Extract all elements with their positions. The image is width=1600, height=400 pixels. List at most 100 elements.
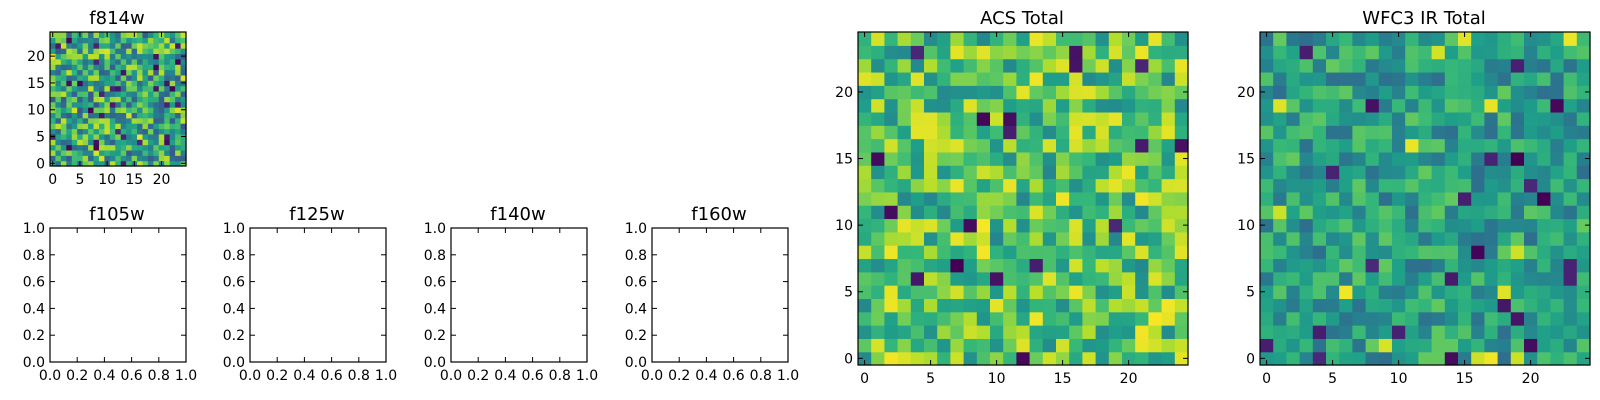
heatmap-cell	[137, 37, 144, 44]
heatmap-cell	[910, 271, 925, 286]
heatmap-cell	[131, 48, 138, 55]
heatmap-cell	[1135, 338, 1149, 353]
heatmap-cell	[1148, 338, 1163, 353]
heatmap-cell	[1444, 138, 1459, 153]
heatmap-cell	[104, 128, 111, 135]
heatmap-cell	[55, 58, 62, 65]
heatmap-cell	[1339, 218, 1353, 233]
heatmap-cell	[1095, 125, 1110, 140]
heatmap-cell	[1174, 71, 1189, 86]
heatmap-cell	[137, 101, 144, 108]
heatmap-cell	[858, 32, 872, 46]
heatmap-cell	[77, 80, 84, 87]
heatmap-cell	[115, 144, 122, 151]
heatmap-cell	[169, 128, 176, 135]
heatmap-cell	[884, 298, 899, 313]
heatmap-cell	[924, 298, 938, 313]
heatmap-cell	[175, 32, 182, 38]
heatmap-cell	[50, 101, 57, 108]
heatmap-cell	[910, 85, 925, 100]
heatmap-cell	[1497, 98, 1512, 113]
heatmap-cell	[88, 112, 95, 119]
heatmap-cell	[1122, 98, 1136, 113]
heatmap-cell	[82, 85, 89, 92]
heatmap-cell	[1286, 85, 1301, 100]
heatmap-cell	[924, 58, 938, 73]
heatmap-cell	[71, 74, 78, 81]
heatmap-cell	[1108, 111, 1123, 126]
heatmap-cell	[142, 96, 149, 103]
heatmap-cell	[158, 37, 165, 44]
heatmap-cell	[147, 48, 154, 55]
heatmap-cell	[77, 133, 84, 140]
heatmap-cell	[1161, 298, 1176, 313]
heatmap-cell	[1042, 245, 1057, 260]
heatmap-cell	[858, 351, 872, 366]
heatmap-cell	[1299, 311, 1314, 326]
heatmap-cell	[1352, 191, 1367, 206]
heatmap-cell	[175, 74, 182, 81]
heatmap-cell	[71, 101, 78, 108]
heatmap-cell	[180, 112, 187, 119]
heatmap-cell	[164, 149, 171, 156]
heatmap-cell	[1286, 71, 1301, 86]
heatmap-cell	[897, 138, 912, 153]
heatmap-cell	[158, 64, 165, 71]
heatmap-cell	[1392, 205, 1406, 220]
y-tick-label: 10	[27, 103, 45, 119]
heatmap-cell	[1471, 231, 1485, 246]
heatmap-cell	[175, 144, 182, 151]
heatmap-cell	[1095, 205, 1110, 220]
heatmap-cell	[164, 74, 171, 81]
heatmap-cell	[1003, 245, 1017, 260]
heatmap-cell	[169, 139, 176, 146]
heatmap-cell	[1550, 271, 1565, 286]
heatmap-cell	[884, 218, 899, 233]
heatmap-cell	[71, 48, 78, 55]
heatmap-cell	[924, 351, 938, 366]
heatmap-cell	[164, 107, 171, 113]
heatmap-cell	[1016, 271, 1031, 286]
heatmap-cell	[120, 85, 127, 92]
heatmap-cell	[1484, 178, 1499, 193]
heatmap-cell	[1260, 111, 1274, 126]
heatmap-cell	[1352, 298, 1367, 313]
heatmap-cell	[884, 138, 899, 153]
heatmap-cell	[1260, 298, 1274, 313]
heatmap-cell	[1003, 205, 1017, 220]
heatmap-cell	[950, 125, 965, 140]
heatmap-cell	[153, 101, 160, 108]
heatmap-cell	[1458, 138, 1472, 153]
heatmap-cell	[910, 111, 925, 126]
heatmap-cell	[1174, 138, 1189, 153]
heatmap-cell	[1484, 151, 1499, 166]
heatmap-cell	[1286, 98, 1301, 113]
heatmap-cell	[1042, 191, 1057, 206]
heatmap-cell	[1095, 258, 1110, 273]
panel-title: f160w	[691, 204, 746, 225]
heatmap-cell	[1161, 258, 1176, 273]
heatmap-cell	[1378, 71, 1393, 86]
panel-title: f105w	[89, 204, 144, 225]
heatmap-cell	[1082, 71, 1097, 86]
heatmap-cell	[1365, 165, 1380, 180]
heatmap-cell	[1174, 258, 1189, 273]
heatmap-cell	[1016, 285, 1031, 299]
heatmap-cell	[1108, 71, 1123, 86]
heatmap-cell	[990, 285, 1004, 299]
heatmap-cell	[1365, 245, 1380, 260]
heatmap-cell	[1431, 111, 1446, 126]
heatmap-cell	[147, 144, 154, 151]
heatmap-cell	[1378, 245, 1393, 260]
heatmap-cell	[1312, 205, 1327, 220]
heatmap-cell	[142, 117, 149, 124]
heatmap-cell	[169, 74, 176, 81]
heatmap-cell	[71, 42, 78, 49]
heatmap-cell	[1108, 45, 1123, 60]
heatmap-cell	[910, 245, 925, 260]
heatmap-cell	[1095, 271, 1110, 286]
heatmap-cell	[1550, 71, 1565, 86]
heatmap-cell	[126, 149, 133, 156]
y-tick-label: 0	[844, 351, 853, 367]
heatmap-cell	[1563, 311, 1578, 326]
